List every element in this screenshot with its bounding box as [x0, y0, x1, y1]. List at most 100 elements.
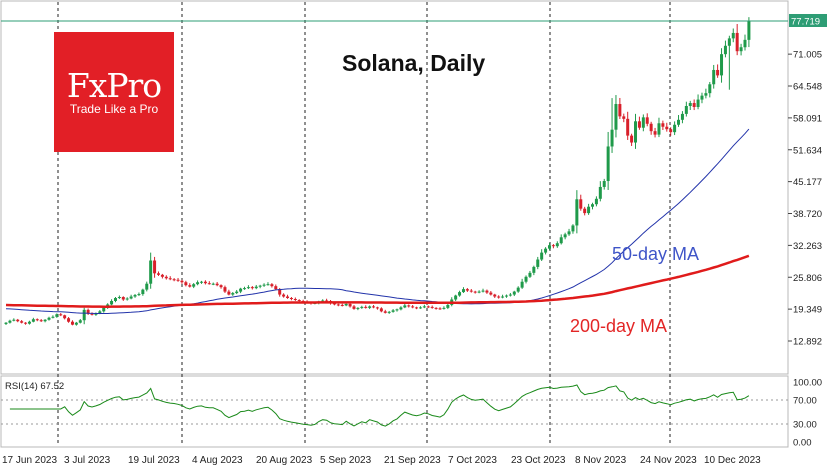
- x-tick-label: 24 Nov 2023: [640, 455, 697, 466]
- candle: [47, 316, 51, 321]
- candle-body: [325, 300, 329, 302]
- candle-body: [598, 186, 602, 199]
- candle-body: [594, 198, 598, 205]
- candle-body: [637, 121, 641, 128]
- candle-body: [231, 293, 235, 295]
- candle: [160, 273, 164, 279]
- candle: [497, 295, 501, 299]
- candle: [192, 283, 196, 289]
- candle: [524, 275, 528, 284]
- candle-body: [567, 231, 571, 235]
- x-tick-label: 23 Oct 2023: [511, 455, 566, 466]
- candle: [20, 320, 24, 324]
- candle-body: [82, 309, 86, 321]
- candle-body: [20, 321, 24, 323]
- candle: [8, 319, 12, 324]
- candle: [567, 228, 571, 236]
- candle-body: [266, 284, 270, 286]
- candle-body: [51, 316, 55, 318]
- candle-body: [125, 298, 129, 300]
- candle-body: [196, 282, 200, 285]
- y-tick-label: 32.263: [793, 241, 822, 252]
- candle: [684, 101, 688, 117]
- candle-body: [70, 321, 74, 325]
- candle-body: [8, 320, 12, 323]
- candle-body: [634, 121, 638, 143]
- candle-body: [735, 32, 739, 52]
- candle: [200, 280, 203, 284]
- candle-body: [297, 299, 301, 301]
- candle-body: [156, 273, 160, 275]
- candle-body: [591, 204, 594, 207]
- candle: [231, 292, 235, 296]
- y-tick-label: 71.005: [793, 50, 822, 61]
- candle: [622, 113, 626, 123]
- candle: [356, 307, 360, 311]
- candle: [720, 48, 724, 83]
- candle-body: [493, 294, 497, 297]
- candle: [731, 28, 735, 43]
- candle-body: [16, 319, 20, 322]
- candle: [469, 288, 473, 293]
- candle: [520, 278, 524, 289]
- candle: [55, 313, 59, 318]
- y-tick-label: 64.548: [793, 82, 822, 93]
- candle: [540, 249, 544, 262]
- candle-body: [680, 113, 684, 120]
- candle: [239, 287, 243, 294]
- candle-body: [12, 319, 16, 321]
- candle-body: [270, 284, 274, 287]
- candle-body: [661, 123, 665, 127]
- candle: [16, 318, 20, 323]
- candle: [293, 297, 297, 301]
- candle: [113, 296, 117, 303]
- candle: [446, 303, 450, 310]
- candle: [67, 317, 71, 323]
- candle: [747, 17, 751, 48]
- candle: [153, 256, 157, 278]
- candle: [665, 122, 669, 132]
- candle-body: [278, 289, 282, 295]
- candle-body: [372, 306, 376, 308]
- candle: [102, 307, 106, 313]
- candle-body: [27, 321, 31, 324]
- candle-body: [618, 104, 622, 117]
- candle-body: [669, 129, 673, 133]
- candle-body: [723, 45, 727, 55]
- candle-body: [704, 93, 708, 96]
- candle-body: [110, 300, 114, 305]
- candle-body: [465, 289, 469, 291]
- candle: [387, 310, 391, 314]
- candle-body: [426, 306, 430, 308]
- candle-body: [559, 237, 563, 244]
- candle-body: [149, 260, 153, 284]
- candle-body: [121, 297, 125, 300]
- candle-body: [63, 315, 67, 319]
- candle: [59, 313, 63, 317]
- candle-body: [547, 245, 551, 249]
- logo-tagline: Trade Like a Pro: [69, 102, 159, 116]
- candle: [614, 95, 618, 138]
- candle-body: [246, 287, 250, 289]
- candle-body: [418, 307, 422, 309]
- candle-body: [274, 286, 278, 290]
- y-tick-label: 38.720: [793, 209, 822, 220]
- candle-body: [90, 313, 94, 315]
- candle: [680, 111, 684, 124]
- candle-body: [563, 234, 567, 238]
- rsi-line: [9, 384, 750, 427]
- candle: [243, 286, 247, 290]
- candle: [254, 284, 258, 290]
- candle: [129, 294, 133, 300]
- x-tick-label: 20 Aug 2023: [256, 455, 313, 466]
- candle-body: [203, 281, 207, 284]
- candle-body: [31, 319, 35, 322]
- candle-body: [219, 285, 223, 288]
- candle: [270, 283, 274, 288]
- candle: [501, 294, 505, 299]
- candle: [516, 286, 520, 293]
- candle: [602, 178, 606, 190]
- candle: [63, 314, 67, 320]
- ma200-annotation: 200-day MA: [570, 316, 668, 336]
- candle-body: [86, 309, 90, 314]
